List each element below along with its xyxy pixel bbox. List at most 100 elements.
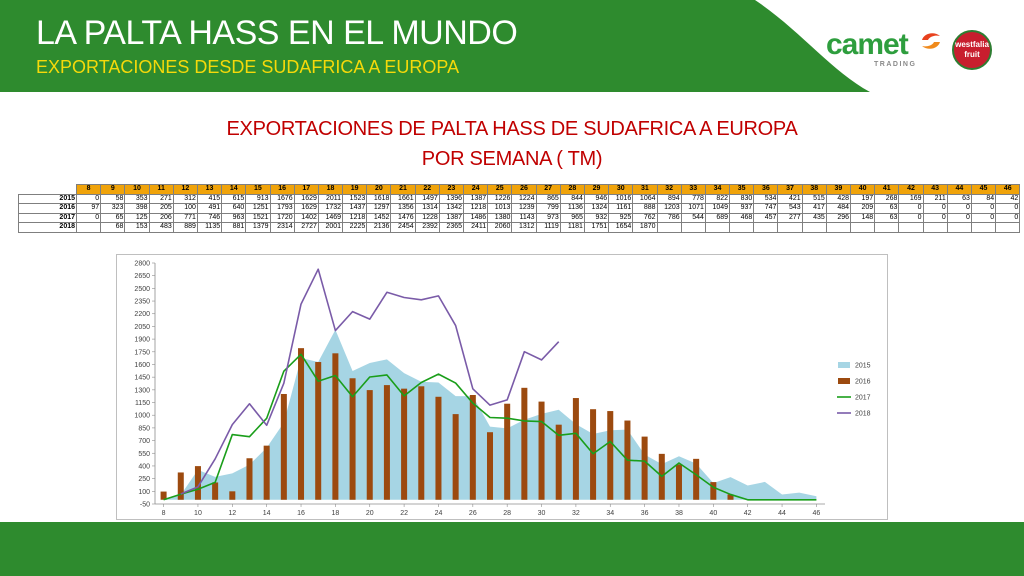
row-year-label: 2016 bbox=[18, 203, 77, 214]
table-cell: 63 bbox=[946, 193, 972, 204]
table-cell: 844 bbox=[559, 193, 585, 204]
table-cell: 58 bbox=[100, 193, 126, 204]
bar-2016 bbox=[349, 378, 356, 500]
table-cell: 932 bbox=[583, 212, 610, 223]
header-banner: LA PALTA HASS EN EL MUNDO EXPORTACIONES … bbox=[0, 0, 1024, 92]
table-cell: 1016 bbox=[608, 193, 634, 204]
table-cell: 1793 bbox=[269, 203, 295, 214]
chart-area: -50 100 250 400 550 700 850 1000 1150 1300 1450 160… bbox=[116, 254, 888, 520]
week-header-cell: 13 bbox=[196, 184, 223, 195]
table-cell: 1437 bbox=[342, 203, 368, 214]
y-tick-label: 100 bbox=[138, 489, 150, 496]
table-cell: 1486 bbox=[462, 212, 489, 223]
y-tick-label: 1300 bbox=[134, 387, 150, 394]
y-tick-label: 550 bbox=[138, 451, 150, 458]
table-cell: 0 bbox=[970, 203, 997, 214]
y-tick-label: 1000 bbox=[134, 413, 150, 420]
table-cell: 515 bbox=[801, 193, 827, 204]
table-cell: 211 bbox=[922, 193, 948, 204]
x-tick-label: 10 bbox=[194, 510, 202, 517]
y-tick-label: 1150 bbox=[135, 400, 150, 407]
table-cell: 822 bbox=[704, 193, 731, 204]
y-tick-label: 1750 bbox=[134, 349, 150, 356]
week-header-cell: 24 bbox=[462, 184, 489, 195]
week-header-cell: 23 bbox=[438, 184, 465, 195]
y-tick-label: 1450 bbox=[134, 375, 150, 382]
week-header-cell: 8 bbox=[75, 184, 102, 195]
table-cell: 0 bbox=[995, 203, 1021, 214]
bar-2016 bbox=[675, 464, 682, 500]
table-cell: 1064 bbox=[632, 193, 658, 204]
y-tick-label: 2500 bbox=[134, 286, 150, 293]
legend-swatch-2016 bbox=[838, 378, 850, 384]
table-cell: 2001 bbox=[317, 222, 344, 233]
y-tick-label: 400 bbox=[138, 463, 150, 470]
week-header-cell: 45 bbox=[970, 184, 997, 195]
table-cell: 771 bbox=[172, 212, 198, 223]
bar-2016 bbox=[177, 472, 184, 500]
table-cell: 534 bbox=[753, 193, 779, 204]
table-cell: 1136 bbox=[559, 203, 585, 214]
header-background bbox=[0, 0, 895, 92]
y-tick-label: 2200 bbox=[134, 311, 150, 318]
table-cell: 1654 bbox=[608, 222, 634, 233]
table-cell: 428 bbox=[825, 193, 852, 204]
table-row: 2016 97 323 398 205 100 491 640 1251 1793 1629 1732… bbox=[18, 203, 1021, 214]
table-cell: 963 bbox=[221, 212, 247, 223]
table-cell: 937 bbox=[729, 203, 755, 214]
bar-2016 bbox=[538, 401, 545, 500]
x-tick-label: 26 bbox=[469, 510, 477, 517]
table-cell: 881 bbox=[221, 222, 247, 233]
bar-2016 bbox=[641, 436, 648, 500]
table-cell: 2225 bbox=[342, 222, 368, 233]
table-cell: 2727 bbox=[293, 222, 319, 233]
table-cell: 1521 bbox=[245, 212, 271, 223]
table-cell: 747 bbox=[753, 203, 779, 214]
table-cell: 197 bbox=[849, 193, 876, 204]
bar-2016 bbox=[469, 395, 476, 500]
legend-label-2017: 2017 bbox=[855, 395, 871, 402]
week-header-cell: 29 bbox=[583, 184, 610, 195]
week-header-cell: 34 bbox=[704, 184, 731, 195]
table-cell: 0 bbox=[75, 193, 102, 204]
table-cell: 0 bbox=[970, 212, 997, 223]
table-cell: 2392 bbox=[414, 222, 440, 233]
table-cell: 484 bbox=[825, 203, 852, 214]
table-cell: 946 bbox=[583, 193, 610, 204]
table-cell: 0 bbox=[922, 212, 948, 223]
table-cell: 435 bbox=[801, 212, 827, 223]
table-cell: 689 bbox=[704, 212, 731, 223]
legend-swatch-2015 bbox=[838, 362, 850, 368]
bar-2016 bbox=[298, 348, 305, 500]
table-cell: 0 bbox=[898, 203, 924, 214]
bar-2016 bbox=[555, 424, 562, 500]
bar-2016 bbox=[160, 491, 167, 500]
table-cell: 421 bbox=[777, 193, 803, 204]
week-header-cell: 27 bbox=[535, 184, 561, 195]
page-title: LA PALTA HASS EN EL MUNDO bbox=[36, 14, 518, 52]
table-cell: 353 bbox=[124, 193, 150, 204]
x-tick-label: 12 bbox=[228, 510, 236, 517]
table-cell: 615 bbox=[221, 193, 247, 204]
table-cell: 68 bbox=[100, 222, 126, 233]
table-cell bbox=[753, 222, 779, 233]
table-cell: 415 bbox=[196, 193, 223, 204]
table-cell: 2314 bbox=[269, 222, 295, 233]
table-cell: 973 bbox=[535, 212, 561, 223]
table-cell: 491 bbox=[196, 203, 223, 214]
y-tick-label: 2050 bbox=[134, 324, 150, 331]
bar-2016 bbox=[607, 411, 614, 500]
bar-2016 bbox=[332, 353, 339, 500]
table-cell: 965 bbox=[559, 212, 585, 223]
bar-2016 bbox=[212, 482, 219, 500]
table-cell: 640 bbox=[221, 203, 247, 214]
x-tick-label: 34 bbox=[606, 510, 614, 517]
y-tick-label: 2800 bbox=[134, 261, 150, 268]
series-2018-line bbox=[180, 268, 560, 495]
table-cell: 2411 bbox=[462, 222, 489, 233]
westfalia-logo: westfalia fruit bbox=[952, 30, 992, 70]
table-cell bbox=[898, 222, 924, 233]
y-tick-label: 1600 bbox=[134, 362, 150, 369]
week-header-cell: 41 bbox=[874, 184, 900, 195]
table-cell bbox=[970, 222, 997, 233]
